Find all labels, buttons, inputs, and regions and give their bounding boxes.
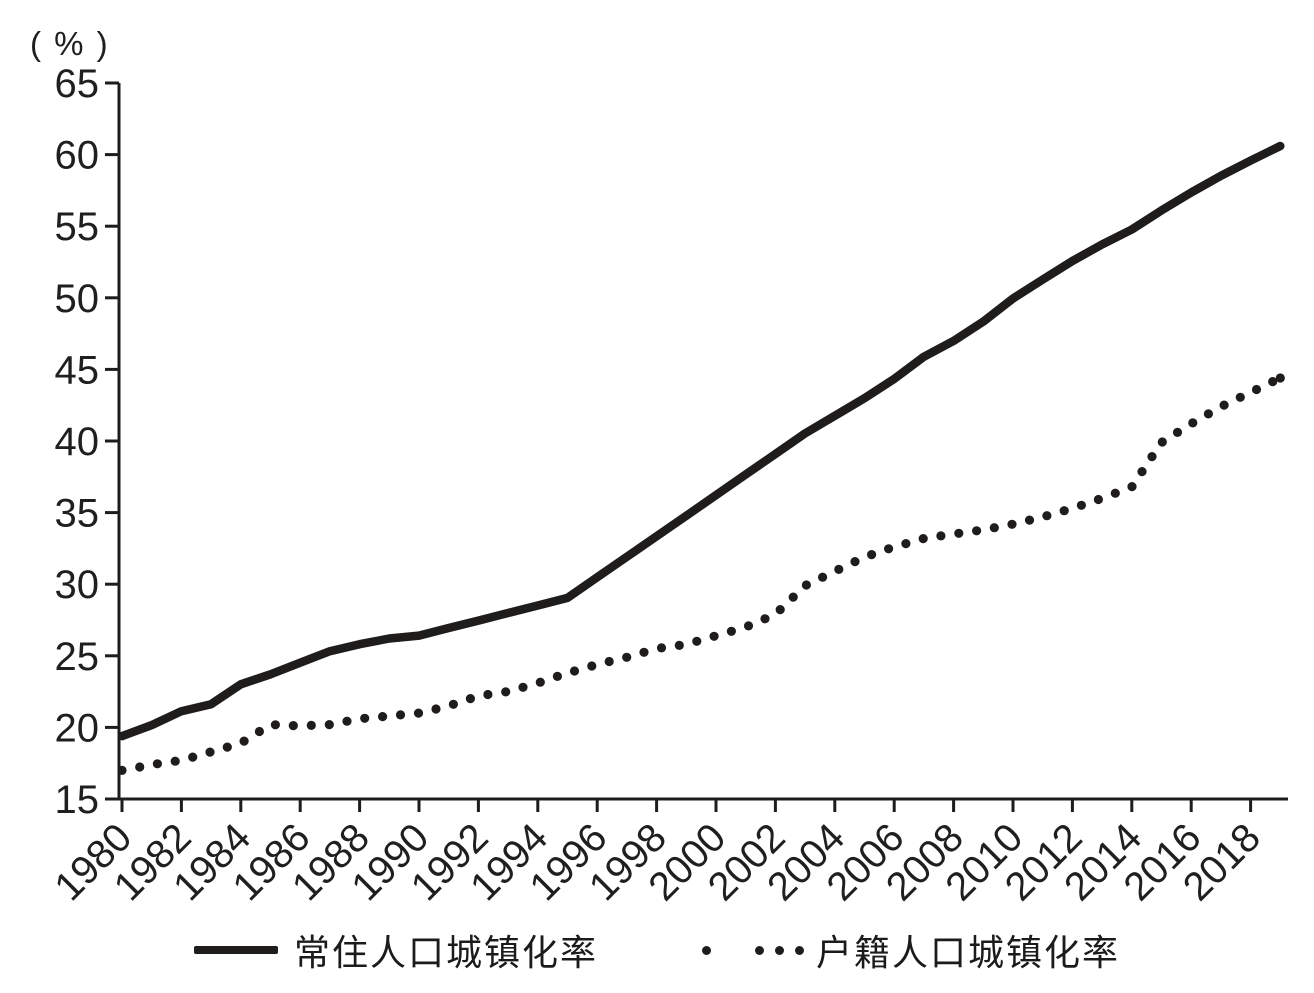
x-axis-ticks: 1980198219841986198819901992199419961998… [46,799,1269,909]
axes [117,83,1288,801]
y-tick-label: 20 [55,706,100,750]
y-tick-label: 15 [55,778,100,822]
dot-icon [795,945,804,955]
chart-legend: 常住人口城镇化率 户籍人口城镇化率 [0,924,1314,976]
series-hukou-dotted-line [117,373,1285,776]
dotted-line-marker [702,945,804,955]
y-tick-label: 55 [55,205,100,249]
y-tick-label: 30 [55,563,100,607]
dot-icon [775,945,784,955]
y-axis-unit-label: ( % ) [30,25,110,62]
y-tick-label: 50 [55,277,100,321]
legend-label-permanent-residents: 常住人口城镇化率 [293,932,598,973]
y-tick-label: 25 [55,635,100,679]
y-tick-label: 40 [55,420,100,464]
legend-label-hukou: 户籍人口城镇化率 [816,932,1121,973]
dot-icon [702,945,711,955]
dot-icon [755,945,764,955]
y-tick-label: 45 [55,348,100,392]
y-tick-label: 65 [55,62,100,106]
solid-line-marker [193,946,278,954]
series-permanent-residents-line [117,141,1285,741]
legend-item-hukou: 户籍人口城镇化率 [702,924,1120,976]
y-tick-label: 35 [55,492,100,536]
y-tick-label: 60 [55,134,100,178]
legend-item-permanent-residents: 常住人口城镇化率 [193,924,598,976]
y-axis-ticks: 65 60 55 50 45 40 35 30 25 20 15 [55,62,119,822]
